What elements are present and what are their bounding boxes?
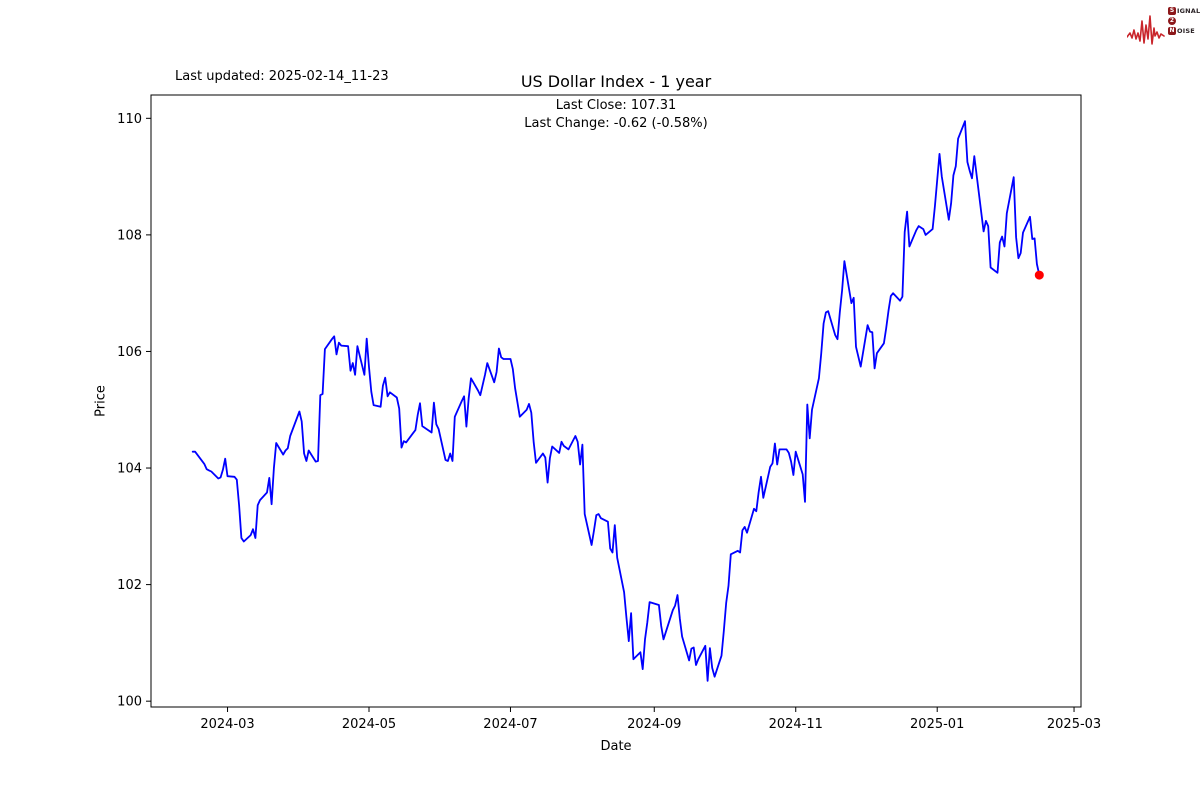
x-tick-label: 2025-01 — [910, 717, 964, 732]
y-tick-label: 108 — [117, 228, 142, 243]
y-tick-label: 104 — [117, 462, 142, 477]
signal2noise-logo: S IGNAL 2 N OISE — [1127, 5, 1200, 46]
y-tick-label: 100 — [117, 695, 142, 710]
logo-badge-n: N — [1168, 27, 1176, 35]
logo-text: S IGNAL 2 N OISE — [1168, 7, 1200, 35]
logo-row-signal: S IGNAL — [1168, 7, 1200, 15]
logo-row-noise: N OISE — [1168, 27, 1200, 35]
price-line — [191, 120, 1041, 682]
date-axis-label: Date — [600, 739, 632, 754]
x-tick-label: 2024-11 — [769, 717, 823, 732]
y-tick-label: 102 — [117, 578, 142, 593]
logo-row-2: 2 — [1168, 17, 1200, 25]
chart-title: US Dollar Index - 1 year — [520, 72, 712, 91]
last-change-text: Last Change: -0.62 (-0.58%) — [524, 116, 708, 131]
y-tick-label: 106 — [117, 345, 142, 360]
x-tick-label: 2025-03 — [1047, 717, 1101, 732]
chart-subtitle: Last Close: 107.31 Last Change: -0.62 (-… — [524, 97, 707, 133]
x-tick-label: 2024-03 — [200, 717, 254, 732]
y-tick-label: 110 — [117, 112, 142, 127]
x-tick-label: 2024-09 — [627, 717, 681, 732]
last-close-text: Last Close: 107.31 — [555, 98, 677, 113]
last-point-marker — [1034, 270, 1044, 280]
logo-waveform-icon — [1127, 15, 1165, 45]
logo-word-ignal: IGNAL — [1177, 7, 1200, 15]
logo-badge-s: S — [1168, 7, 1176, 15]
plot-border — [150, 94, 1082, 708]
x-tick-label: 2024-05 — [342, 717, 396, 732]
last-updated-text: Last updated: 2025-02-14_11-23 — [175, 69, 389, 84]
logo-badge-2: 2 — [1168, 17, 1176, 25]
x-tick-label: 2024-07 — [483, 717, 537, 732]
logo-word-oise: OISE — [1177, 27, 1195, 35]
